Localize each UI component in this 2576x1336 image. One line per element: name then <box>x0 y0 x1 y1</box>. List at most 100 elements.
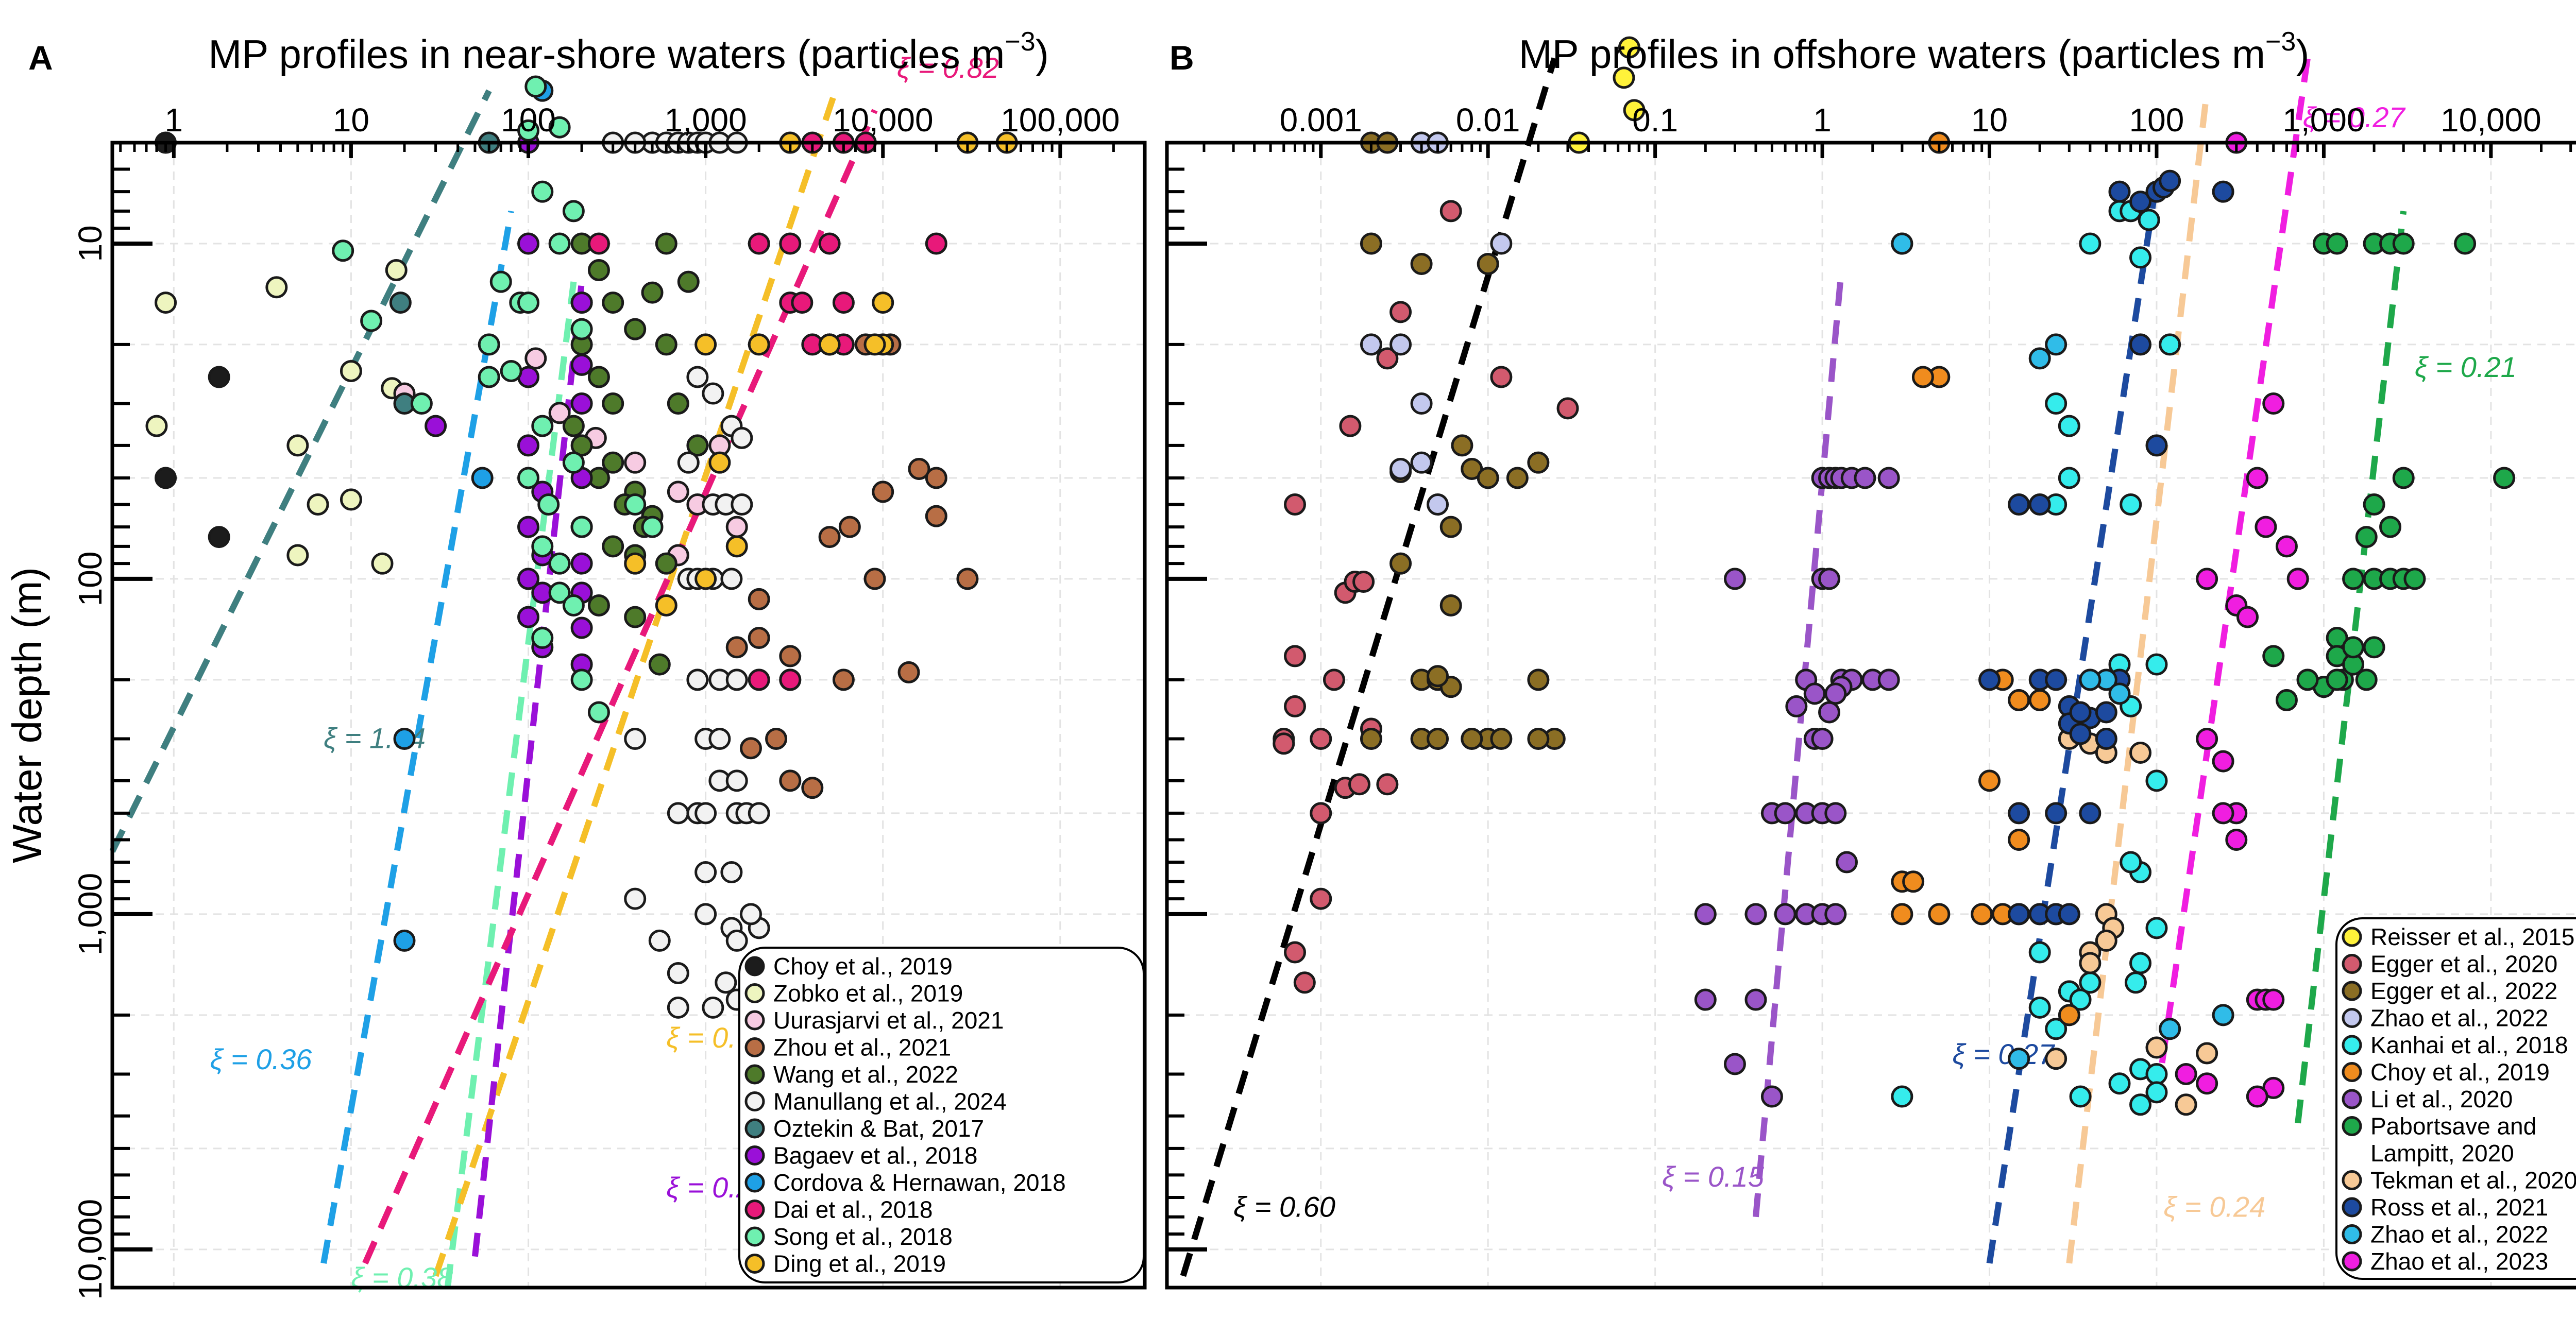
data-point <box>1490 366 1513 388</box>
x-tick-label: 100 <box>501 101 556 139</box>
data-point <box>517 516 540 538</box>
data-point <box>340 359 362 382</box>
data-point <box>897 661 920 683</box>
data-point <box>2069 1085 2092 1108</box>
data-point <box>2028 996 2051 1019</box>
data-point <box>537 493 560 516</box>
legend-marker <box>2342 1116 2362 1136</box>
data-point <box>1527 669 1550 691</box>
data-point <box>1694 988 1717 1011</box>
data-point <box>2008 903 2030 926</box>
x-axis: 0.001 0.01 0.1 1 10 100 1,000 10,000 <box>1202 101 2572 158</box>
legend-label: Pabortsave and Lampitt, 2020 <box>2370 1113 2536 1167</box>
data-point <box>725 636 748 659</box>
legend-label: Manullang et al., 2024 <box>773 1088 1007 1115</box>
legend-marker <box>744 1091 765 1111</box>
panel-a: ξ = 1.04ξ = 0.36ξ = 0.38ξ = 0.67ξ = 0.27… <box>4 27 1147 1300</box>
data-point <box>2342 568 2365 590</box>
legend-label: Li et al., 2020 <box>2370 1086 2513 1112</box>
legend-marker <box>744 1254 765 1274</box>
y-axis: 10 100 1,000 10,000 <box>72 141 152 1300</box>
data-point <box>2196 568 2218 590</box>
data-point <box>748 627 770 649</box>
data-point <box>1723 1053 1746 1075</box>
data-point <box>641 516 664 538</box>
data-point <box>2045 802 2067 825</box>
data-point <box>1613 66 1635 89</box>
data-point <box>2236 606 2259 628</box>
data-point <box>517 434 540 457</box>
data-point <box>265 276 288 299</box>
data-point <box>500 359 522 382</box>
data-point <box>655 552 677 575</box>
data-point <box>2212 750 2234 773</box>
legend-label: Bagaev et al., 2018 <box>773 1142 977 1169</box>
data-point <box>1293 971 1316 994</box>
data-point <box>863 333 886 356</box>
data-point <box>524 347 547 370</box>
data-point <box>548 232 571 255</box>
data-point <box>624 606 647 628</box>
data-point <box>2145 917 2168 939</box>
data-point <box>570 318 593 340</box>
data-point <box>2069 701 2092 724</box>
data-point <box>748 588 770 610</box>
data-point <box>2129 191 2152 213</box>
data-point <box>1323 669 1345 691</box>
data-point <box>1556 397 1579 420</box>
data-point <box>2124 971 2147 994</box>
data-point <box>2108 180 2131 203</box>
data-point <box>2145 1063 2168 1085</box>
legend-label: Uurasjarvi et al., 2021 <box>773 1007 1004 1034</box>
data-point <box>208 366 230 388</box>
data-point <box>2028 689 2051 711</box>
data-point <box>1360 727 1382 750</box>
trend-label: ξ = 0.27 <box>2303 101 2406 133</box>
data-point <box>1811 727 1834 750</box>
legend-marker <box>744 956 765 977</box>
data-point <box>1527 727 1550 750</box>
data-point <box>686 669 709 691</box>
x-tick-label: 10,000 <box>833 101 934 139</box>
data-point <box>748 333 770 356</box>
data-point <box>2326 232 2348 255</box>
data-point <box>725 535 748 558</box>
data-point <box>570 392 593 415</box>
legend-label: Zhou et al., 2021 <box>773 1034 951 1061</box>
data-point <box>667 481 689 503</box>
data-point <box>1410 392 1433 415</box>
data-point <box>1623 99 1646 122</box>
data-point <box>517 606 540 628</box>
data-point <box>655 232 677 255</box>
data-point <box>2392 232 2415 255</box>
data-point <box>2262 645 2285 667</box>
title-main: MP profiles in offshore waters <box>1519 31 2058 77</box>
data-point <box>2120 493 2142 516</box>
data-point <box>748 669 770 691</box>
data-point <box>818 333 841 356</box>
data-point <box>2069 723 2092 745</box>
data-point <box>2355 669 2378 691</box>
data-point <box>2028 347 2051 370</box>
data-point <box>2175 1063 2197 1085</box>
x-tick-label: 1 <box>165 101 183 139</box>
x-tick-label: 100 <box>2129 101 2184 139</box>
data-point <box>2129 952 2152 974</box>
data-point <box>702 996 724 1019</box>
trend-label: ξ = 0.21 <box>2415 351 2517 383</box>
data-point <box>2212 180 2234 203</box>
data-point <box>779 645 802 667</box>
data-point <box>2095 727 2117 750</box>
data-point <box>2379 516 2402 538</box>
data-point <box>694 568 717 590</box>
trend-label: ξ = 0.36 <box>210 1043 313 1075</box>
legend-marker <box>2342 1170 2362 1190</box>
x-tick-label: 1,000 <box>2282 101 2365 139</box>
data-point <box>1891 1085 1913 1108</box>
data-point <box>908 457 930 480</box>
data-point <box>1283 645 1306 667</box>
legend-label: Oztekin & Bat, 2017 <box>773 1115 984 1142</box>
data-point <box>1824 802 1847 825</box>
data-point <box>2079 952 2102 974</box>
